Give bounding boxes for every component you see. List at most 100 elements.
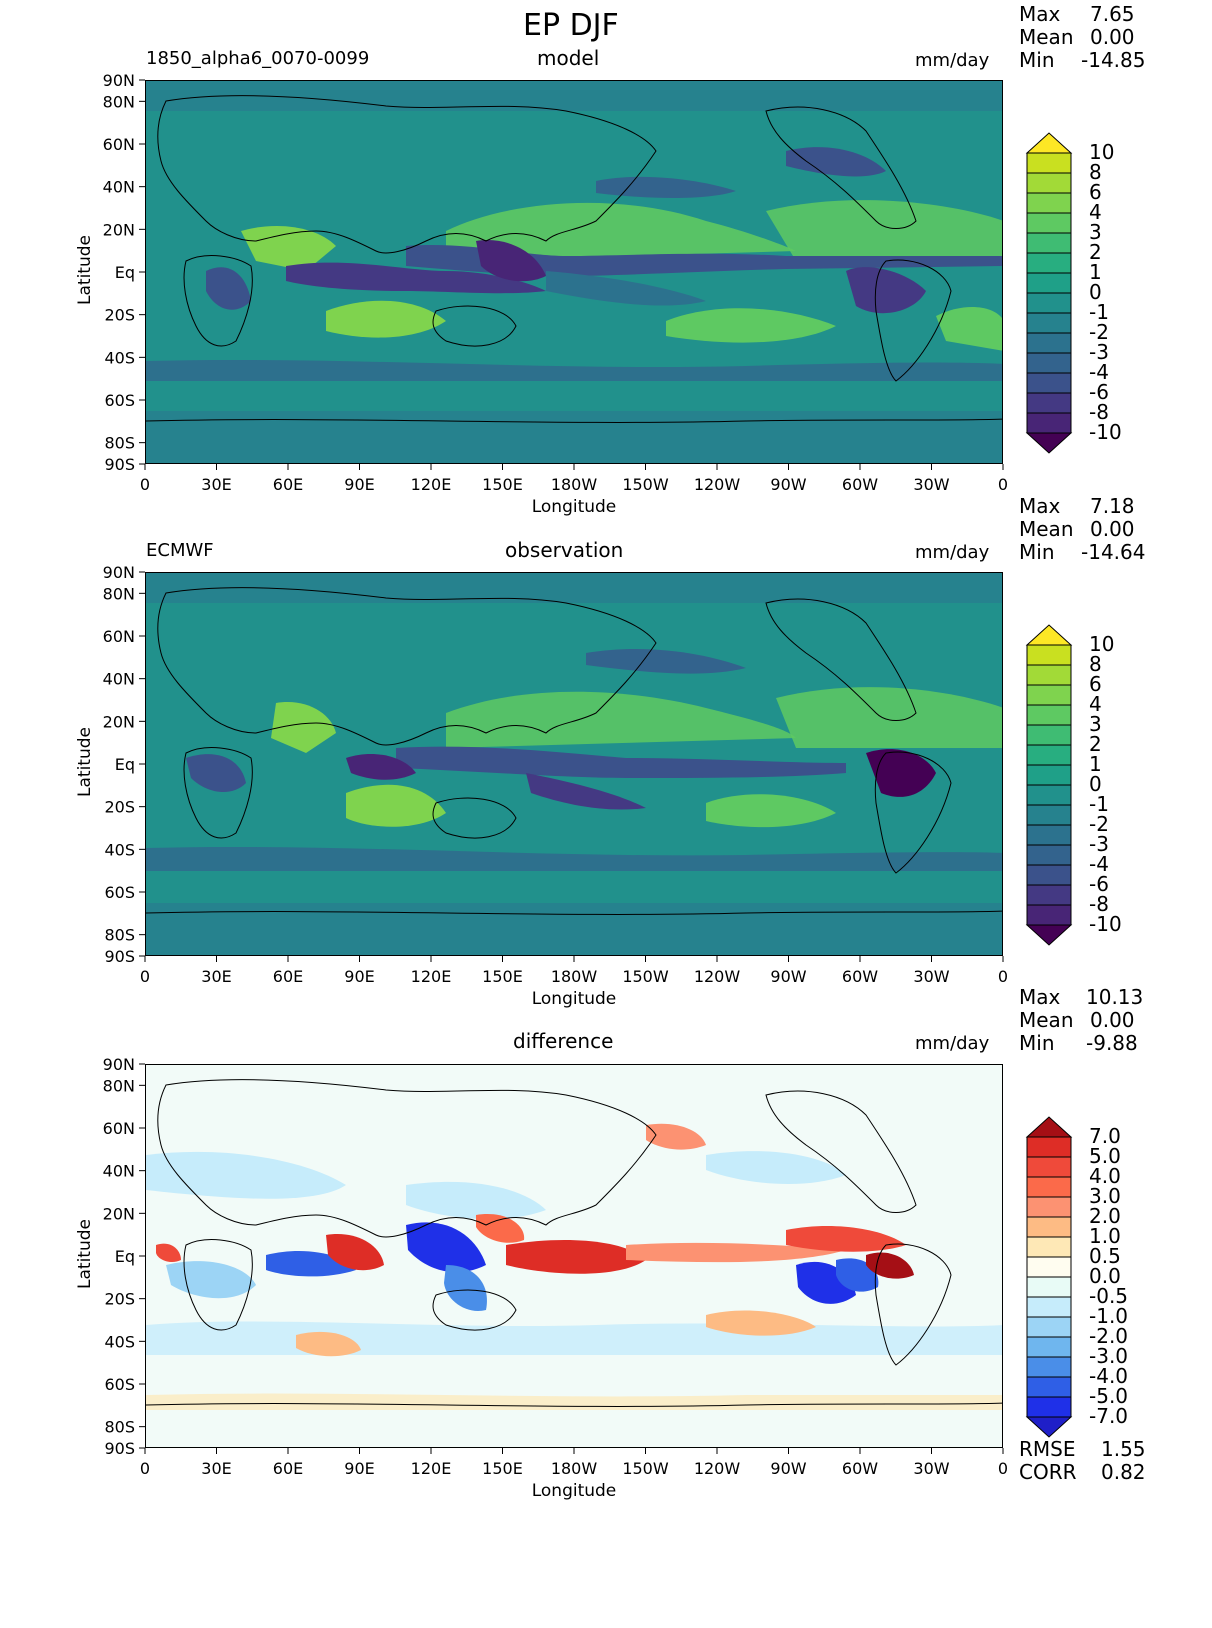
x-tick-label: 120W [694, 967, 741, 986]
colorbar-tick-label: -7.0 [1089, 1404, 1128, 1428]
x-tick-label: 150E [482, 967, 523, 986]
y-tick-label: 90N [103, 563, 135, 582]
y-tick-label: 60S [104, 391, 135, 410]
panel-obs-mean-value: 0.00 [1090, 517, 1135, 541]
y-tick-label: 20S [104, 1290, 135, 1309]
colorbar-bin [1026, 352, 1072, 374]
colorbar-bin [1026, 312, 1072, 334]
x-tick-label: 0 [140, 1459, 150, 1478]
colorbar-bin [1026, 824, 1072, 846]
difference-map-field [146, 1065, 1002, 1447]
colorbar-tick-label: -8 [1089, 400, 1109, 424]
panel-diff-max-label: Max [1019, 985, 1061, 1009]
corr-label: CORR [1019, 1460, 1077, 1484]
colorbar-bin [1026, 704, 1072, 726]
panel-diff-max-value: 10.13 [1086, 985, 1144, 1009]
colorbar-tick-label: -4 [1089, 852, 1109, 876]
colorbar-tick-label: -2 [1089, 320, 1109, 344]
y-axis-title: Latitude [75, 1219, 95, 1289]
x-tick-label: 150W [622, 1459, 669, 1478]
colorbar-tick-label: 8 [1089, 652, 1102, 676]
y-tick-label: 90S [104, 1439, 135, 1458]
colorbar-tick-label: 3 [1089, 220, 1102, 244]
colorbar-tick-label: -6 [1089, 380, 1109, 404]
panel-model-mean-label: Mean [1019, 25, 1074, 49]
colorbar-bin [1026, 724, 1072, 746]
colorbar-tick-label: 1.0 [1089, 1224, 1121, 1248]
colorbar-bin [1026, 1176, 1072, 1198]
colorbar-bin [1026, 372, 1072, 394]
x-tick-label: 0 [998, 475, 1008, 494]
colorbar-tick-label: 1 [1089, 752, 1102, 776]
colorbar-tick-label: 10 [1089, 140, 1114, 164]
colorbar-tick-label: -4.0 [1089, 1364, 1128, 1388]
y-tick-label: 90S [104, 947, 135, 966]
y-tick-label: 40S [104, 840, 135, 859]
colorbar-bin [1026, 1276, 1072, 1298]
colorbar-bin [1026, 172, 1072, 194]
colorbar-arrow-bottom [1025, 924, 1073, 946]
x-axis-title: Longitude [532, 1481, 617, 1501]
colorbar-bin [1026, 212, 1072, 234]
x-tick-label: 30W [913, 475, 949, 494]
panel-model-left-label: 1850_alpha6_0070-0099 [146, 48, 370, 69]
colorbar-tick-label: 2.0 [1089, 1204, 1121, 1228]
colorbar-bin [1026, 1376, 1072, 1398]
colorbar-bin [1026, 644, 1072, 666]
y-tick-label: 90S [104, 455, 135, 474]
y-axis-title: Latitude [75, 727, 95, 797]
x-tick-label: 120W [694, 1459, 741, 1478]
colorbar-tick-label: -10 [1089, 420, 1122, 444]
colorbar-tick-label: 4 [1089, 692, 1102, 716]
colorbar-bin [1026, 332, 1072, 354]
colorbar-bin [1026, 1196, 1072, 1218]
x-tick-label: 60E [273, 475, 303, 494]
colorbar-bin [1026, 292, 1072, 314]
colorbar-arrow-top [1025, 132, 1073, 154]
x-axis-title: Longitude [532, 989, 617, 1009]
x-tick-label: 90W [770, 967, 806, 986]
colorbar-tick-label: 0.5 [1089, 1244, 1121, 1268]
y-tick-label: 90N [103, 71, 135, 90]
colorbar-bin [1026, 1396, 1072, 1418]
panel-obs-title: observation [505, 538, 624, 562]
x-tick-label: 0 [140, 967, 150, 986]
panel-diff-min-value: -9.88 [1086, 1031, 1138, 1055]
x-tick-label: 60W [842, 1459, 878, 1478]
colorbar-tick-label: -3 [1089, 832, 1109, 856]
colorbar-tick-label: 8 [1089, 160, 1102, 184]
y-tick-label: 80N [103, 1076, 135, 1095]
y-tick-label: 40S [104, 1332, 135, 1351]
panel-obs-units: mm/day [915, 542, 990, 563]
x-tick-label: 120E [411, 1459, 452, 1478]
x-tick-label: 90E [344, 967, 374, 986]
panel-obs-left-label: ECMWF [146, 540, 214, 561]
colorbar-arrow-top [1025, 1116, 1073, 1138]
rmse-label: RMSE [1019, 1437, 1076, 1461]
colorbar-bin [1026, 252, 1072, 274]
x-tick-label: 150E [482, 1459, 523, 1478]
y-tick-label: Eq [115, 263, 135, 282]
x-tick-label: 30E [201, 475, 231, 494]
panel-diff-units: mm/day [915, 1033, 990, 1054]
panel-obs-min-label: Min [1019, 540, 1055, 564]
y-axis-title: Latitude [75, 235, 95, 305]
panel-obs-max-value: 7.18 [1090, 494, 1135, 518]
colorbar-tick-label: 6 [1089, 180, 1102, 204]
colorbar-tick-label: 2 [1089, 732, 1102, 756]
colorbar-tick-label: 6 [1089, 672, 1102, 696]
rmse-value: 1.55 [1101, 1437, 1146, 1461]
colorbar-bin [1026, 232, 1072, 254]
x-tick-label: 30E [201, 1459, 231, 1478]
colorbar-bin [1026, 1216, 1072, 1238]
y-tick-label: 60S [104, 883, 135, 902]
y-tick-label: 60N [103, 627, 135, 646]
colorbar-tick-label: -1 [1089, 792, 1109, 816]
colorbar-bin [1026, 1316, 1072, 1338]
panel-model-min-label: Min [1019, 48, 1055, 72]
page-title: EP DJF [523, 8, 619, 43]
colorbar-bin [1026, 904, 1072, 926]
colorbar-tick-label: -4 [1089, 360, 1109, 384]
colorbar-tick-label: 0.0 [1089, 1264, 1121, 1288]
